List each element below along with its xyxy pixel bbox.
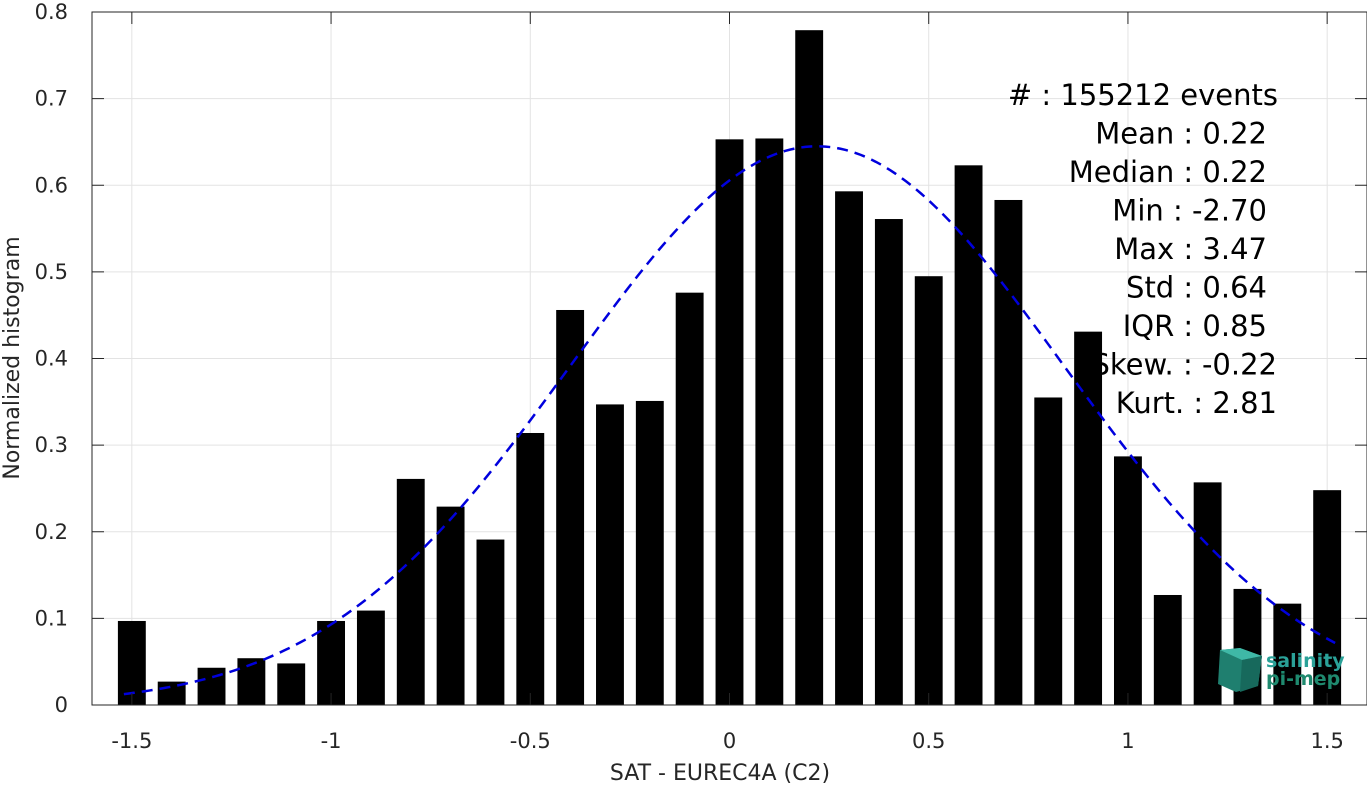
logo-cube-icon [1218,648,1262,692]
histogram-bar [874,219,903,705]
histogram-bar [596,404,624,705]
stats-line: Max : 3.47 [1114,232,1267,266]
x-tick-label: 0.5 [912,729,945,753]
histogram-bar [635,400,664,705]
histogram-bar [277,663,306,705]
x-axis-label: SAT - EUREC4A (C2) [610,761,830,785]
histogram-bar [1193,482,1222,705]
x-tick-label: -1 [321,729,342,753]
x-tick-label: 0 [723,729,736,753]
histogram-bar [516,432,545,705]
stats-line: # : 155212 events [1008,78,1278,112]
histogram-bar [396,478,425,705]
x-tick-label: -0.5 [510,729,551,753]
histogram-bar [994,199,1023,705]
x-tick-label: -1.5 [111,729,152,753]
logo-text-line1: salinity [1266,650,1345,672]
logo: salinity pi-mep [1218,648,1345,692]
x-tick-label: 1 [1121,729,1134,753]
stats-line: Median : 0.22 [1069,155,1267,189]
y-tick-label: 0.8 [35,0,68,24]
histogram-bar [1153,594,1182,705]
histogram-bar [675,292,704,705]
axes-layer: -1.5 -1 -0.5 0 0.5 1 1.5 0 0.1 0.2 0.3 0.4 0.5 0.6 0.7… [35,0,1367,753]
y-axis-label: Normalized histogram [0,236,25,479]
stats-line: Skew. : -0.22 [1091,348,1277,382]
fit-curve [123,145,1336,696]
stats-line: IQR : 0.85 [1123,309,1267,343]
stats-line: Std : 0.64 [1126,271,1267,305]
histogram-bar [436,506,465,705]
histogram-bar [1313,490,1342,705]
histogram-bar [795,30,824,706]
histogram-bar [356,610,385,705]
histogram-bar [237,658,266,705]
y-tick-label: 0.3 [35,433,68,457]
histogram-bar [117,620,146,705]
histogram-bar [317,620,346,705]
y-tick-label: 0.2 [35,520,68,544]
y-tick-label: 0 [55,693,68,717]
stats-line: Min : -2.70 [1112,194,1267,228]
y-tick-label: 0.7 [35,87,68,111]
histogram-bar [914,276,943,705]
histogram-bar [556,309,585,705]
histogram-bar [835,191,863,706]
y-tick-label: 0.6 [35,173,68,197]
histogram-bar [755,138,784,705]
x-tick-label: 1.5 [1310,729,1343,753]
stats-line: Mean : 0.22 [1095,117,1267,151]
histogram-bar [1074,331,1103,705]
y-tick-label: 0.1 [35,606,68,630]
histogram-bar [715,139,744,705]
logo-text-line2: pi-mep [1266,668,1340,690]
histogram-bar [954,165,983,706]
y-tick-label: 0.5 [35,260,68,284]
y-tick-label: 0.4 [35,347,68,371]
histogram-bar [1113,456,1142,705]
histogram-bar [1034,397,1063,705]
histogram-bar [476,539,505,705]
stats-box: # : 155212 events Mean : 0.22 Median : 0.2… [1008,78,1278,420]
stats-line: Kurt. : 2.81 [1116,386,1277,420]
